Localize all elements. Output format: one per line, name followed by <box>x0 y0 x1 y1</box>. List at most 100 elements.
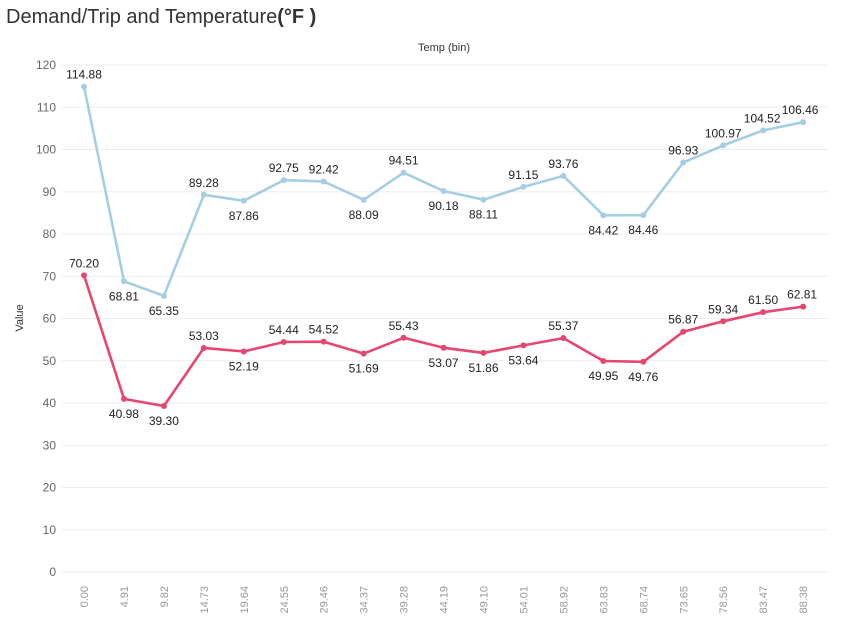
data-point <box>81 83 87 90</box>
data-point <box>560 335 567 342</box>
data-point <box>760 309 767 316</box>
series-2: 70.20 40.98 39.30 53.03 52.19 54.44 54.52 51.69… <box>69 256 817 428</box>
y-tick-label: 120 <box>36 58 56 72</box>
data-label: 40.98 <box>109 407 139 421</box>
data-point <box>520 183 527 190</box>
y-tick-label: 40 <box>43 396 57 410</box>
data-point <box>160 402 167 409</box>
data-point <box>800 303 807 310</box>
data-point <box>240 197 247 204</box>
data-point <box>400 169 407 176</box>
data-label: 93.76 <box>548 157 578 171</box>
data-label: 92.75 <box>269 161 299 175</box>
data-label: 56.87 <box>668 313 698 327</box>
data-label: 65.35 <box>149 304 179 318</box>
data-label: 84.42 <box>588 223 618 237</box>
data-label: 54.44 <box>269 323 299 337</box>
y-tick-label: 0 <box>49 565 56 579</box>
data-point <box>480 196 487 203</box>
data-point <box>680 328 687 335</box>
data-point <box>600 212 607 219</box>
data-point <box>600 357 607 364</box>
data-point <box>800 119 807 126</box>
data-label: 94.51 <box>389 154 419 168</box>
y-tick-label: 50 <box>43 354 57 368</box>
data-point <box>200 344 207 351</box>
x-tick-label: 44.19 <box>439 586 451 614</box>
x-tick-label: 88.38 <box>798 586 810 614</box>
x-tick-label: 14.73 <box>199 586 211 614</box>
x-tick-label: 58.92 <box>558 586 570 614</box>
data-label: 68.81 <box>109 289 139 303</box>
data-point <box>440 187 447 194</box>
data-point <box>520 342 527 349</box>
data-point <box>720 318 727 325</box>
x-axis-title: Temp (bin) <box>418 42 470 54</box>
y-tick-label: 30 <box>43 438 57 452</box>
data-label: 92.42 <box>309 163 339 177</box>
x-tick-label: 73.65 <box>678 586 690 614</box>
x-tick-label: 68.74 <box>638 586 650 614</box>
x-tick-label: 39.28 <box>399 586 411 614</box>
x-tick-label: 0.00 <box>79 586 91 607</box>
data-label: 62.81 <box>787 288 817 302</box>
data-point <box>320 338 327 345</box>
data-point <box>480 349 487 356</box>
x-tick-label: 78.56 <box>718 586 730 614</box>
data-label: 88.11 <box>469 208 498 222</box>
x-tick-label: 34.37 <box>359 586 371 614</box>
y-tick-label: 110 <box>37 100 56 114</box>
data-point <box>160 292 167 299</box>
data-label: 59.34 <box>708 302 738 316</box>
data-label: 106.46 <box>782 103 819 117</box>
data-point <box>760 127 767 134</box>
data-point <box>360 196 367 203</box>
data-point <box>640 212 647 219</box>
data-point <box>280 338 287 345</box>
x-tick-label: 83.47 <box>758 586 770 614</box>
chart-title-text: Demand/Trip and Temperature <box>6 6 278 28</box>
data-point <box>320 178 327 185</box>
chart-title-unit: (°F ) <box>277 6 317 28</box>
y-tick-label: 80 <box>43 227 57 241</box>
data-label: 51.86 <box>468 361 498 375</box>
data-point <box>720 142 727 149</box>
data-point <box>640 358 647 365</box>
data-point <box>200 191 207 198</box>
data-label: 61.50 <box>748 293 778 307</box>
x-tick-label: 19.64 <box>239 586 251 614</box>
data-point <box>680 159 687 166</box>
data-label: 49.95 <box>588 369 618 383</box>
data-label: 100.97 <box>705 126 742 140</box>
x-tick-label: 4.91 <box>119 586 131 607</box>
data-label: 87.86 <box>229 209 259 223</box>
y-tick-label: 70 <box>43 269 57 283</box>
data-point <box>400 334 407 341</box>
y-tick-label: 60 <box>43 312 57 326</box>
data-label: 90.18 <box>429 199 459 213</box>
x-tick-label: 49.10 <box>479 586 491 614</box>
data-point <box>120 395 127 402</box>
data-point <box>560 172 567 179</box>
data-label: 91.15 <box>508 168 538 182</box>
x-tick-label: 29.46 <box>319 586 331 614</box>
data-label: 96.93 <box>668 143 698 157</box>
y-axis: 0 10 20 30 40 50 60 70 80 90 100 110 120 <box>36 58 56 579</box>
chart-title: Demand/Trip and Temperature(°F ) <box>6 6 316 29</box>
data-point <box>360 350 367 357</box>
data-label: 55.43 <box>389 319 419 333</box>
data-label: 104.52 <box>744 111 781 125</box>
data-label: 55.37 <box>548 319 578 333</box>
data-point <box>120 278 127 285</box>
data-label: 39.30 <box>149 414 179 428</box>
y-axis-title: Value <box>14 304 26 331</box>
data-label: 53.64 <box>508 353 538 367</box>
y-tick-label: 10 <box>43 523 57 537</box>
series-1: 114.88 68.81 65.35 89.28 87.86 92.75 92.42 88.0… <box>66 68 819 318</box>
data-point <box>280 177 287 184</box>
x-tick-label: 54.01 <box>518 586 530 614</box>
data-point <box>81 272 87 279</box>
data-point <box>240 348 247 355</box>
data-label: 53.07 <box>429 356 459 370</box>
